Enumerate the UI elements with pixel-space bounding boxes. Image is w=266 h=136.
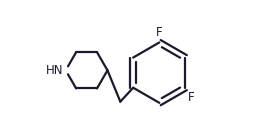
Text: F: F [188,91,195,104]
Text: F: F [156,26,163,39]
Text: HN: HN [46,64,64,77]
